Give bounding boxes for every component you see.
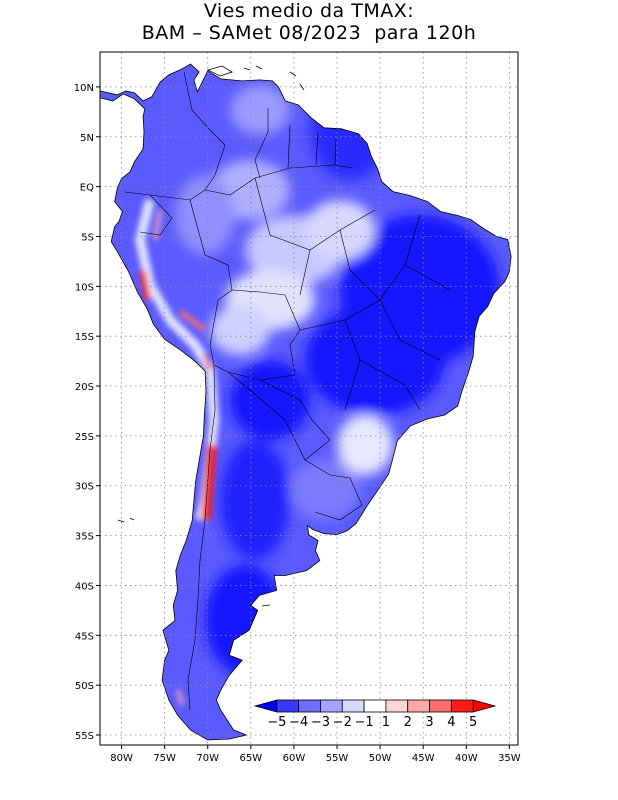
lat-tick-label: 35S <box>75 532 94 543</box>
lon-tick-label: 60W <box>283 753 306 764</box>
lat-tick-label: 30S <box>75 482 94 493</box>
colorbar-swatch <box>450 699 474 713</box>
colorbar-label: 5 <box>469 715 477 730</box>
colorbar-swatch <box>429 699 452 713</box>
map-border <box>99 51 519 746</box>
latitude-ticks: 10N 5N EQ 5S 10S 15S 20S 25S 30S 35S 40S 45S 50S 55S <box>74 83 100 742</box>
graticule <box>100 52 518 745</box>
border-uruguay <box>304 459 363 521</box>
andes-warm <box>201 444 217 521</box>
bias-blob <box>305 305 445 415</box>
longitude-ticks: 80W 75W 70W 65W 60W 55W 50W 45W 40W 35W <box>110 745 521 764</box>
border-brazil-states <box>254 177 381 301</box>
island <box>206 65 233 77</box>
lon-tick-label: 65W <box>240 753 263 764</box>
colorbar-label: −1 <box>355 715 374 730</box>
bias-blob <box>220 440 290 560</box>
lon-tick-label: 80W <box>110 753 133 764</box>
border-ecuador-peru <box>124 191 173 236</box>
andes-warm <box>178 309 207 333</box>
colorbar-label: −5 <box>267 715 286 730</box>
colorbar-swatch <box>407 699 430 713</box>
coastline <box>100 63 512 741</box>
colorbar-label: 4 <box>447 715 455 730</box>
andes-warm <box>139 269 151 301</box>
andes-warm <box>176 689 184 706</box>
colorbar-swatch <box>341 699 365 713</box>
border-guianas <box>287 124 337 169</box>
colorbar-label: 2 <box>404 715 412 730</box>
colorbar-label: −4 <box>289 715 308 730</box>
island <box>261 604 271 607</box>
colorbar-swatch <box>472 699 497 713</box>
border-paraguay <box>259 379 331 461</box>
colorbar-label: 3 <box>425 715 433 730</box>
lat-tick-label: 5N <box>80 133 94 144</box>
border-peru-brazil <box>189 199 233 291</box>
bias-blob <box>290 460 360 520</box>
lat-tick-label: EQ <box>80 183 94 194</box>
colorbar-label: −3 <box>311 715 330 730</box>
bias-blob <box>230 360 310 440</box>
lat-tick-label: 10N <box>74 83 94 94</box>
map-title: Vies medio da TMAX: BAM – SAMet 08/2023 … <box>0 0 618 44</box>
border-bolivia-south <box>213 364 296 381</box>
lat-tick-label: 15S <box>75 332 94 343</box>
title-line-1: Vies medio da TMAX: <box>203 0 415 22</box>
lon-tick-label: 40W <box>455 753 478 764</box>
lon-tick-label: 55W <box>326 753 349 764</box>
country-borders <box>124 71 451 711</box>
border-colombia-venezuela <box>183 71 226 191</box>
lat-tick-label: 45S <box>75 631 94 642</box>
colorbar-swatch <box>276 699 300 713</box>
lat-tick-label: 40S <box>75 581 94 592</box>
lat-tick-label: 55S <box>75 731 94 742</box>
border-argentina-north <box>227 371 286 421</box>
border-bolivia-brazil <box>231 289 301 376</box>
colorbar-swatch <box>363 699 387 713</box>
colorbar-swatch <box>320 699 343 713</box>
colorbar: −5 −4 −3 −2 −1 1 2 3 4 5 <box>253 699 497 730</box>
islands <box>117 65 305 607</box>
border-chile-argentina <box>187 364 216 711</box>
border-peru-bolivia <box>209 289 233 366</box>
lon-tick-label: 75W <box>153 753 176 764</box>
bias-blob <box>175 175 235 255</box>
lat-tick-label: 5S <box>81 232 94 243</box>
lat-tick-label: 20S <box>75 382 94 393</box>
lon-tick-label: 45W <box>412 753 435 764</box>
lat-tick-label: 50S <box>75 681 94 692</box>
lat-tick-label: 10S <box>75 282 94 293</box>
bias-blob <box>210 305 270 355</box>
title-line-2: BAM – SAMet 08/2023 para 120h <box>141 22 477 44</box>
colorbar-label: 1 <box>382 715 390 730</box>
border-venezuela-guyana <box>254 108 269 179</box>
lon-tick-label: 50W <box>369 753 392 764</box>
colorbar-label: −2 <box>333 715 352 730</box>
lon-tick-label: 35W <box>498 753 521 764</box>
lon-tick-label: 70W <box>196 753 219 764</box>
island <box>243 65 305 91</box>
bias-blob <box>230 85 290 135</box>
andes-warm <box>153 209 162 241</box>
colorbar-swatch <box>385 699 409 713</box>
island <box>117 517 135 523</box>
lat-tick-label: 25S <box>75 432 94 443</box>
bias-blob <box>337 415 393 475</box>
colorbar-swatch <box>298 699 321 713</box>
border-brazil-north <box>204 164 353 196</box>
